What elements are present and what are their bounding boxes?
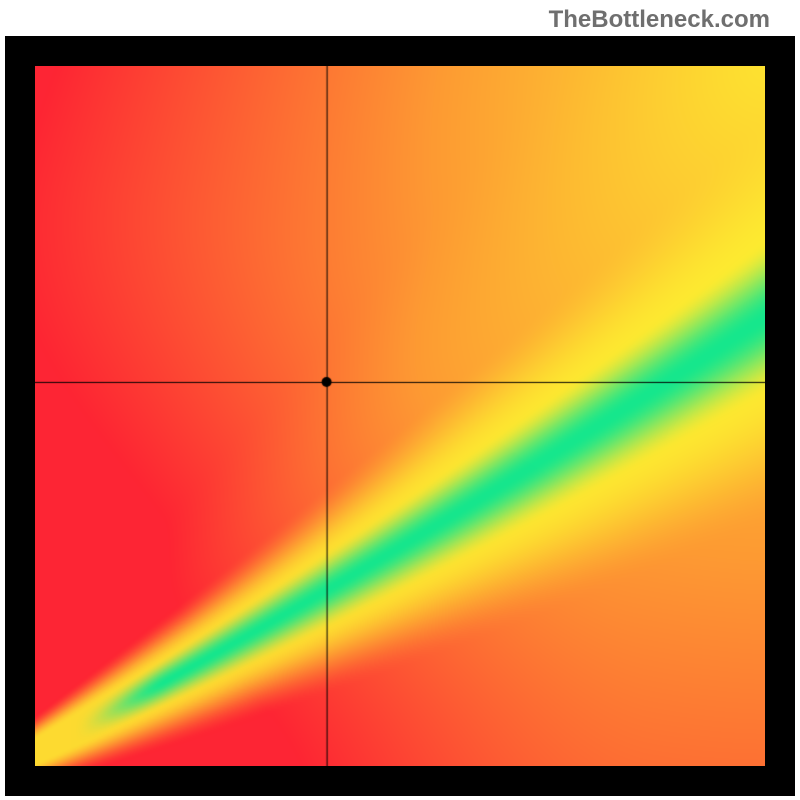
heatmap-frame [5, 36, 795, 796]
watermark-text: TheBottleneck.com [549, 6, 770, 34]
heatmap-canvas [35, 66, 765, 766]
